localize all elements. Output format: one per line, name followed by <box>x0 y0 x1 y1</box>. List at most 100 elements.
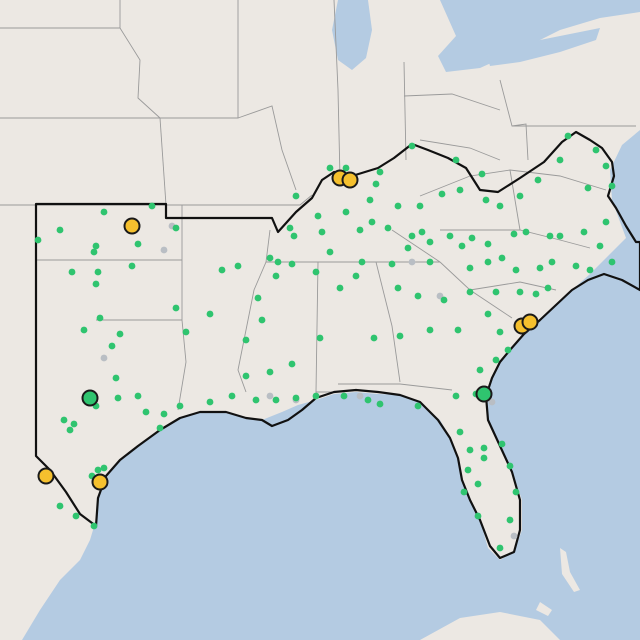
location-point[interactable] <box>474 480 482 488</box>
location-point[interactable] <box>94 466 102 474</box>
location-point[interactable] <box>326 248 334 256</box>
location-point[interactable] <box>108 342 116 350</box>
location-point[interactable] <box>484 258 492 266</box>
location-point[interactable] <box>258 316 266 324</box>
location-point[interactable] <box>546 232 554 240</box>
location-point[interactable] <box>408 232 416 240</box>
large-location-marker-green[interactable] <box>81 389 99 407</box>
location-point[interactable] <box>368 218 376 226</box>
location-point[interactable] <box>358 258 366 266</box>
location-point[interactable] <box>316 334 324 342</box>
location-point[interactable] <box>426 238 434 246</box>
location-point[interactable] <box>580 228 588 236</box>
location-point[interactable] <box>366 196 374 204</box>
location-point[interactable] <box>608 258 616 266</box>
location-point[interactable] <box>160 410 168 418</box>
location-point[interactable] <box>34 236 42 244</box>
location-point[interactable] <box>340 392 348 400</box>
muted-point[interactable] <box>488 398 496 406</box>
location-point[interactable] <box>72 512 80 520</box>
location-point[interactable] <box>148 202 156 210</box>
location-point[interactable] <box>548 258 556 266</box>
location-point[interactable] <box>414 292 422 300</box>
location-point[interactable] <box>90 248 98 256</box>
location-point[interactable] <box>454 326 462 334</box>
location-point[interactable] <box>510 230 518 238</box>
location-point[interactable] <box>452 392 460 400</box>
location-point[interactable] <box>318 228 326 236</box>
location-point[interactable] <box>564 132 572 140</box>
location-point[interactable] <box>272 272 280 280</box>
southern-region-outline[interactable] <box>34 130 640 560</box>
location-point[interactable] <box>586 266 594 274</box>
location-point[interactable] <box>556 156 564 164</box>
location-point[interactable] <box>370 334 378 342</box>
location-point[interactable] <box>266 368 274 376</box>
location-point[interactable] <box>156 424 164 432</box>
location-point[interactable] <box>292 192 300 200</box>
location-point[interactable] <box>242 372 250 380</box>
location-point[interactable] <box>466 288 474 296</box>
location-point[interactable] <box>70 420 78 428</box>
location-point[interactable] <box>66 426 74 434</box>
location-point[interactable] <box>498 254 506 262</box>
location-point[interactable] <box>352 272 360 280</box>
location-point[interactable] <box>584 184 592 192</box>
location-point[interactable] <box>492 288 500 296</box>
location-point[interactable] <box>254 294 262 302</box>
location-point[interactable] <box>492 356 500 364</box>
location-point[interactable] <box>466 264 474 272</box>
location-point[interactable] <box>506 516 514 524</box>
location-point[interactable] <box>602 218 610 226</box>
location-point[interactable] <box>342 208 350 216</box>
location-point[interactable] <box>100 464 108 472</box>
location-point[interactable] <box>394 202 402 210</box>
location-point[interactable] <box>312 268 320 276</box>
large-location-marker-yellow[interactable] <box>37 467 55 485</box>
location-point[interactable] <box>478 170 486 178</box>
location-point[interactable] <box>206 310 214 318</box>
location-point[interactable] <box>608 182 616 190</box>
location-point[interactable] <box>134 392 142 400</box>
location-point[interactable] <box>134 240 142 248</box>
location-point[interactable] <box>384 224 392 232</box>
location-point[interactable] <box>426 326 434 334</box>
location-point[interactable] <box>172 304 180 312</box>
location-point[interactable] <box>572 262 580 270</box>
location-point[interactable] <box>128 262 136 270</box>
location-point[interactable] <box>464 466 472 474</box>
location-point[interactable] <box>292 394 300 402</box>
location-point[interactable] <box>516 192 524 200</box>
location-point[interactable] <box>206 398 214 406</box>
location-point[interactable] <box>476 366 484 374</box>
muted-point[interactable] <box>510 532 518 540</box>
location-point[interactable] <box>532 290 540 298</box>
location-point[interactable] <box>468 234 476 242</box>
location-point[interactable] <box>438 190 446 198</box>
location-point[interactable] <box>466 446 474 454</box>
location-point[interactable] <box>496 202 504 210</box>
location-point[interactable] <box>414 402 422 410</box>
muted-point[interactable] <box>160 246 168 254</box>
muted-point[interactable] <box>356 392 364 400</box>
location-point[interactable] <box>228 392 236 400</box>
location-point[interactable] <box>522 228 530 236</box>
location-point[interactable] <box>408 142 416 150</box>
location-point[interactable] <box>496 328 504 336</box>
location-point[interactable] <box>482 196 490 204</box>
location-point[interactable] <box>602 162 610 170</box>
location-point[interactable] <box>512 488 520 496</box>
location-point[interactable] <box>290 232 298 240</box>
location-point[interactable] <box>176 402 184 410</box>
location-point[interactable] <box>92 280 100 288</box>
location-point[interactable] <box>342 164 350 172</box>
location-point[interactable] <box>394 284 402 292</box>
location-point[interactable] <box>372 180 380 188</box>
location-point[interactable] <box>116 330 124 338</box>
location-point[interactable] <box>452 156 460 164</box>
location-point[interactable] <box>498 440 506 448</box>
location-point[interactable] <box>234 262 242 270</box>
location-point[interactable] <box>274 258 282 266</box>
location-point[interactable] <box>94 268 102 276</box>
large-location-marker-yellow[interactable] <box>123 217 141 235</box>
